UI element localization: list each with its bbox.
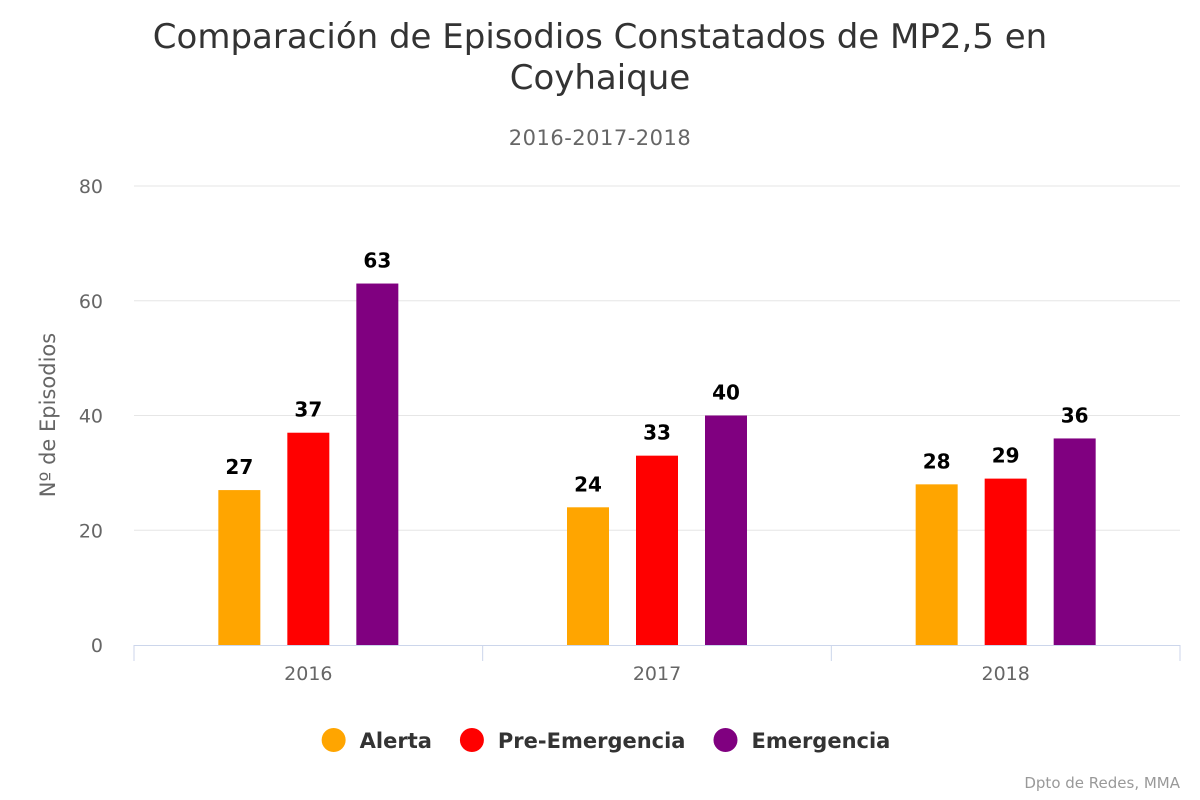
data-label: 28 — [923, 449, 951, 473]
data-label: 36 — [1061, 403, 1089, 427]
y-axis-label: Nº de Episodios — [36, 333, 60, 497]
bar-emergencia-2016[interactable] — [356, 283, 399, 645]
bar-alerta-2016[interactable] — [218, 490, 261, 645]
legend-label: Alerta — [360, 729, 432, 753]
legend-item-alerta[interactable]: Alerta — [321, 728, 432, 753]
x-tick-label: 2017 — [633, 663, 681, 685]
data-label: 27 — [225, 455, 253, 479]
y-tick-label: 80 — [79, 176, 103, 198]
data-label: 33 — [643, 421, 671, 445]
x-tick-label: 2018 — [981, 663, 1029, 685]
chart-credits[interactable]: Dpto de Redes, MMA — [1024, 774, 1180, 792]
bar-alerta-2018[interactable] — [915, 484, 958, 645]
bar-emergencia-2018[interactable] — [1053, 438, 1096, 645]
x-axis: 2016 2017 2018 — [133, 645, 1181, 685]
legend-item-pre-emergencia[interactable]: Pre-Emergencia — [459, 728, 686, 753]
data-label: 40 — [712, 381, 740, 405]
data-label: 29 — [992, 444, 1020, 468]
legend-marker — [713, 728, 738, 752]
bar-pre-emergencia-2017[interactable] — [636, 455, 678, 645]
x-tick-label: 2016 — [284, 663, 332, 685]
data-label: 63 — [363, 249, 391, 273]
chart-title-line-1: Comparación de Episodios Constatados de … — [153, 17, 1047, 57]
legend: Alerta Pre-Emergencia Emergencia — [321, 728, 890, 753]
bar-emergencia-2017[interactable] — [705, 415, 747, 646]
legend-marker — [459, 728, 484, 752]
legend-item-emergencia[interactable]: Emergencia — [713, 728, 890, 753]
legend-marker — [321, 728, 346, 752]
y-axis-ticks: 0 20 40 60 80 — [79, 176, 103, 657]
legend-label: Emergencia — [751, 729, 890, 753]
legend-label: Pre-Emergencia — [498, 729, 686, 753]
data-labels: 27 24 28 37 33 29 63 40 36 — [225, 249, 1088, 497]
y-tick-label: 60 — [79, 291, 103, 313]
bar-pre-emergencia-2016[interactable] — [287, 432, 330, 645]
bar-alerta-2017[interactable] — [567, 507, 609, 645]
y-tick-label: 0 — [91, 635, 103, 657]
bar-pre-emergencia-2018[interactable] — [984, 478, 1027, 645]
bars — [218, 283, 1096, 646]
y-tick-label: 20 — [79, 520, 103, 542]
data-label: 37 — [294, 398, 322, 422]
data-label: 24 — [574, 472, 602, 496]
chart-title-line-2: Coyhaique — [510, 58, 691, 98]
y-tick-label: 40 — [79, 406, 103, 428]
chart-subtitle: 2016-2017-2018 — [509, 126, 692, 150]
